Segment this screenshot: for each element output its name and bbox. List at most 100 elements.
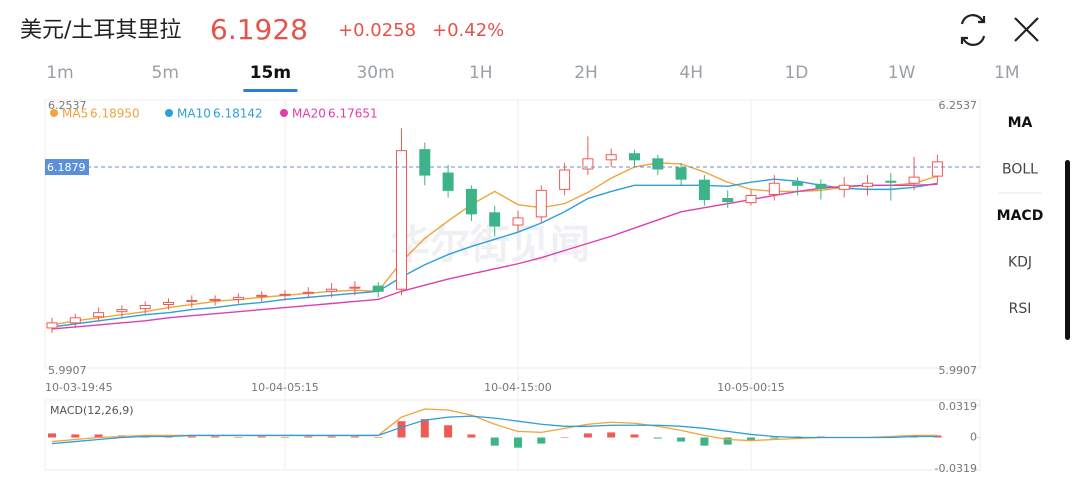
candle-body (535, 189, 547, 218)
macd-bar (467, 434, 476, 438)
candle-body (209, 298, 221, 301)
indicator-option[interactable]: MA (1008, 115, 1033, 131)
candle-body (46, 322, 58, 329)
pair-title: 美元/土耳其里拉 (20, 18, 181, 43)
timeframe-tab[interactable]: 4H (679, 63, 703, 83)
scrollbar (1065, 160, 1070, 340)
candle-body (582, 158, 594, 170)
timeframe-tab[interactable]: 1m (46, 63, 73, 83)
y-tick-label: 6.2537 (939, 99, 978, 112)
candle-body (396, 150, 407, 290)
x-tick-label: 10-04-05:15 (251, 381, 319, 394)
macd-bar (653, 437, 662, 439)
price: 6.1928 (210, 13, 308, 46)
candle-body (745, 194, 757, 204)
macd-bar (583, 433, 592, 438)
refresh-arrow (960, 36, 968, 44)
macd-bar (257, 436, 266, 438)
candle-body (465, 188, 477, 215)
y-tick-label: -0.0319 (935, 462, 977, 475)
macd-bar (677, 437, 686, 442)
macd-bar (514, 437, 522, 448)
y-tick-label: 5.9907 (48, 364, 87, 377)
y-tick-label: 6.2537 (48, 99, 87, 112)
candle-body (722, 198, 734, 203)
timeframe-tab[interactable]: 1M (994, 63, 1019, 83)
candle-body (652, 158, 664, 170)
current-price-label: 6.1879 (47, 161, 86, 174)
macd-bar (420, 419, 429, 438)
watermark: 华尔街见闻 (390, 222, 590, 268)
candle-body (559, 169, 571, 190)
close-button[interactable] (1014, 17, 1039, 42)
macd-bar (560, 437, 569, 438)
refresh-arc (960, 14, 985, 25)
candle-body (605, 154, 617, 161)
ma-line (51, 162, 938, 326)
legend-value: 6.18142 (213, 107, 263, 121)
candle-body (862, 182, 873, 187)
candle-body (908, 176, 920, 184)
y-tick-label: 0.0319 (939, 400, 978, 413)
macd-bar (397, 421, 406, 438)
macd-bar (350, 436, 359, 438)
refresh-arrow (978, 16, 986, 24)
candle-body (885, 180, 897, 183)
indicator-option[interactable]: MACD (997, 208, 1044, 224)
candle-body (69, 317, 81, 324)
candle-body (675, 167, 687, 180)
timeframe-tab[interactable]: 1D (784, 63, 808, 83)
macd-bar (94, 434, 103, 438)
indicator-option[interactable]: BOLL (1002, 162, 1038, 178)
timeframe-tab[interactable]: 5m (152, 63, 179, 83)
legend-name: MA20 (292, 107, 326, 121)
indicator-option[interactable]: RSI (1009, 301, 1032, 317)
macd-bar (71, 434, 80, 438)
macd-bar (234, 437, 243, 438)
ma-line (51, 178, 938, 328)
candle-body (629, 153, 640, 161)
macd-bar (490, 437, 499, 446)
change-percent: +0.42% (432, 20, 504, 41)
candle-body (838, 184, 850, 190)
candle-body (163, 301, 174, 306)
candle-body (815, 183, 827, 189)
refresh-arc (961, 35, 986, 46)
candle-body (931, 161, 943, 177)
macd-bar (630, 434, 639, 438)
macd-bar (537, 437, 546, 444)
timeframe-tab[interactable]: 15m (250, 63, 291, 83)
y-tick-label: 5.9907 (939, 364, 978, 377)
x-tick-label: 10-05-00:15 (717, 381, 785, 394)
legend-name: MA10 (177, 107, 211, 121)
legend-dot (50, 109, 58, 117)
refresh-button[interactable] (960, 14, 986, 46)
candle-body (232, 296, 244, 300)
macd-bar (723, 437, 732, 445)
indicator-option[interactable]: KDJ (1008, 255, 1032, 271)
timeframe-tab[interactable]: 1W (888, 63, 916, 83)
timeframe-tab[interactable]: 30m (356, 63, 394, 83)
active-tab-underline (243, 89, 298, 92)
candle-body (302, 291, 314, 294)
macd-bar (211, 436, 220, 438)
timeframe-tab[interactable]: 2H (574, 63, 598, 83)
timeframe-tab[interactable]: 1H (469, 63, 493, 83)
candle-body (442, 172, 454, 191)
macd-bar (747, 437, 755, 441)
x-tick-label: 10-03-19:45 (45, 381, 113, 394)
macd-bar (48, 433, 56, 438)
ma-line (51, 183, 938, 330)
macd-line (51, 415, 938, 445)
tab-bar: 1m 5m 15m 30m 1H 2H 4H 1D 1W 1M (46, 63, 1020, 92)
candle-body (116, 309, 128, 313)
legend-dot (165, 109, 173, 117)
y-tick-label: 0 (970, 431, 977, 444)
legend-dot (280, 109, 288, 117)
current-price-badge (45, 159, 89, 176)
candle-body (326, 288, 338, 292)
plot: 6.2537 6.2537 5.9907 5.9907 10-03-19:45 10-04… (45, 99, 980, 475)
candle-body (349, 286, 361, 289)
candle-body (489, 212, 501, 227)
